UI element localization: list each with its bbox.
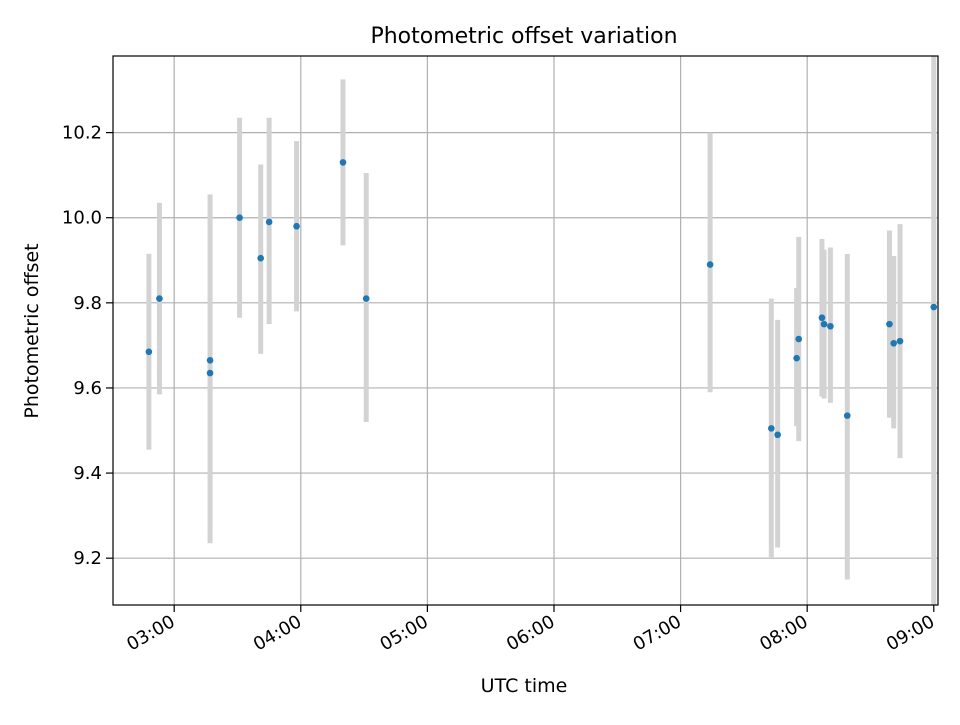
point-layer: [145, 159, 938, 439]
x-tick-label: 03:00: [123, 611, 178, 655]
data-point: [293, 222, 300, 230]
x-axis-label: UTC time: [481, 675, 568, 697]
y-tick-label: 9.6: [73, 378, 102, 399]
data-point: [156, 295, 163, 302]
y-tick-label: 9.4: [73, 463, 102, 484]
data-point: [795, 335, 803, 343]
y-axis-label: Photometric offset: [21, 243, 43, 418]
data-point: [236, 214, 243, 222]
data-point: [257, 254, 264, 262]
data-point: [206, 356, 214, 364]
x-tick-label: 09:00: [883, 611, 938, 655]
data-point: [930, 303, 938, 311]
y-tick-label: 10.0: [62, 208, 102, 229]
data-point: [818, 314, 826, 322]
y-tick-label: 10.2: [62, 123, 102, 144]
data-point: [362, 295, 370, 302]
data-point: [768, 425, 775, 432]
data-point: [206, 369, 214, 377]
data-point: [843, 412, 851, 419]
grid-layer: [113, 56, 938, 605]
x-tick-label: 06:00: [503, 611, 558, 655]
y-tick-label: 9.8: [73, 293, 102, 314]
data-point: [145, 348, 153, 356]
x-tick-label: 08:00: [756, 611, 811, 655]
data-point: [890, 339, 897, 347]
data-point: [793, 354, 800, 362]
data-point: [886, 320, 893, 328]
x-tick-label: 05:00: [376, 611, 431, 655]
x-tick-label: 07:00: [630, 611, 685, 655]
data-point: [896, 337, 904, 345]
data-point: [339, 159, 347, 166]
errorbar-layer: [146, 56, 937, 605]
chart-title: Photometric offset variation: [370, 24, 677, 49]
data-point: [774, 431, 781, 439]
plot-frame: [112, 55, 939, 606]
data-point: [827, 322, 834, 330]
y-tick-label: 9.2: [73, 548, 102, 569]
data-point: [820, 320, 828, 328]
data-point: [265, 218, 273, 226]
x-tick-label: 04:00: [250, 611, 305, 655]
data-point: [706, 261, 714, 268]
